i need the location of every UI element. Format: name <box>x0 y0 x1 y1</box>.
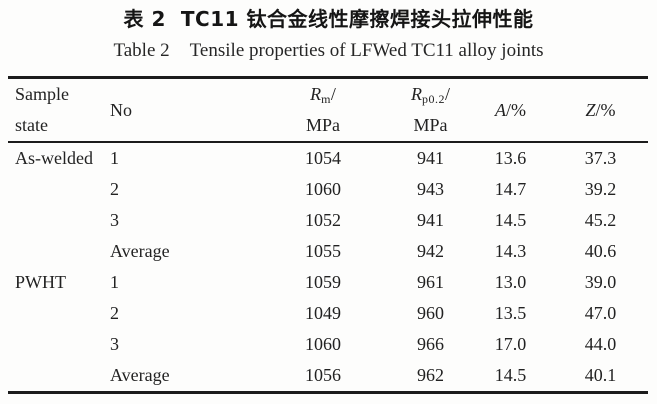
cell-rm: 1054 <box>305 148 341 168</box>
cell-no: 3 <box>110 334 119 354</box>
table-row: Average 1055 942 14.3 40.6 <box>8 236 648 267</box>
cell-rp02: 962 <box>417 365 444 385</box>
cell-z: 40.1 <box>584 365 617 385</box>
cell-sample-state <box>8 298 105 329</box>
cell-z: 37.3 <box>584 148 617 168</box>
cell-rm: 1059 <box>305 272 341 292</box>
cell-rp02: 943 <box>417 179 444 199</box>
cell-a: 13.6 <box>494 148 527 168</box>
cell-sample-state: PWHT <box>15 272 66 292</box>
cell-a: 14.5 <box>494 210 527 230</box>
cell-no: 2 <box>110 303 119 323</box>
cell-a: 13.5 <box>494 303 527 323</box>
header-rp02-symbol-line: Rp0.2/ <box>410 84 450 106</box>
table-title-chinese-label: 表 2 <box>123 7 166 31</box>
cell-z: 44.0 <box>584 334 617 354</box>
cell-z: 39.0 <box>584 272 617 292</box>
cell-rp02: 941 <box>417 210 444 230</box>
table-title-english-text: Tensile properties of LFWed TC11 alloy j… <box>189 40 544 61</box>
header-row: Sample state No Rm/ MPa Rp0.2/ M <box>8 77 648 143</box>
cell-no: Average <box>110 365 170 385</box>
table-row: 3 1060 966 17.0 44.0 <box>8 329 648 360</box>
cell-sample-state <box>8 236 105 267</box>
table-title-chinese-text: TC11 钛合金线性摩擦焊接头拉伸性能 <box>180 7 534 31</box>
cell-a: 14.3 <box>494 241 527 261</box>
cell-rp02: 942 <box>417 241 444 261</box>
header-sample-state: Sample state <box>8 77 105 143</box>
cell-a: 14.7 <box>494 179 527 199</box>
header-rp02: Rp0.2/ MPa <box>393 77 468 143</box>
table-row: 2 1049 960 13.5 47.0 <box>8 298 648 329</box>
cell-no: 3 <box>110 210 119 230</box>
header-rm-symbol-line: Rm/ <box>310 84 336 106</box>
cell-rm: 1060 <box>305 334 341 354</box>
cell-a: 17.0 <box>494 334 527 354</box>
cell-sample-state <box>8 329 105 360</box>
header-rm: Rm/ MPa <box>253 77 393 143</box>
cell-rm: 1052 <box>305 210 341 230</box>
cell-z: 47.0 <box>584 303 617 323</box>
tensile-properties-table: Sample state No Rm/ MPa Rp0.2/ M <box>8 76 648 394</box>
cell-a: 14.5 <box>494 365 527 385</box>
table-title-english: Table 2 Tensile properties of LFWed TC11 … <box>0 39 657 63</box>
cell-rp02: 941 <box>417 148 444 168</box>
cell-rm: 1060 <box>305 179 341 199</box>
table-title-english-label: Table 2 <box>113 40 170 61</box>
cell-z: 45.2 <box>584 210 617 230</box>
cell-rp02: 960 <box>417 303 444 323</box>
cell-z: 40.6 <box>584 241 617 261</box>
header-reduction: Z/% <box>553 77 648 143</box>
cell-no: 1 <box>110 272 119 292</box>
cell-no: Average <box>110 241 170 261</box>
cell-rp02: 966 <box>417 334 444 354</box>
table-row: 3 1052 941 14.5 45.2 <box>8 205 648 236</box>
table-row: Average 1056 962 14.5 40.1 <box>8 360 648 393</box>
header-rp02-unit: MPa <box>413 115 448 135</box>
cell-sample-state <box>8 205 105 236</box>
cell-sample-state <box>8 360 105 393</box>
cell-rm: 1056 <box>305 365 341 385</box>
header-sample-state-line2: state <box>15 115 48 135</box>
table-row: As-welded 1 1054 941 13.6 37.3 <box>8 142 648 174</box>
table-row: PWHT 1 1059 961 13.0 39.0 <box>8 267 648 298</box>
header-no: No <box>105 77 253 143</box>
cell-a: 13.0 <box>494 272 527 292</box>
header-sample-state-line1: Sample <box>15 84 69 104</box>
cell-rp02: 961 <box>417 272 444 292</box>
cell-rm: 1049 <box>305 303 341 323</box>
cell-sample-state <box>8 174 105 205</box>
table-title-chinese: 表 2 TC11 钛合金线性摩擦焊接头拉伸性能 <box>0 0 657 32</box>
cell-no: 2 <box>110 179 119 199</box>
table-row: 2 1060 943 14.7 39.2 <box>8 174 648 205</box>
cell-z: 39.2 <box>584 179 617 199</box>
cell-rm: 1055 <box>305 241 341 261</box>
header-elongation: A/% <box>468 77 553 143</box>
cell-sample-state: As-welded <box>15 148 93 168</box>
cell-no: 1 <box>110 148 119 168</box>
header-rm-unit: MPa <box>305 115 340 135</box>
